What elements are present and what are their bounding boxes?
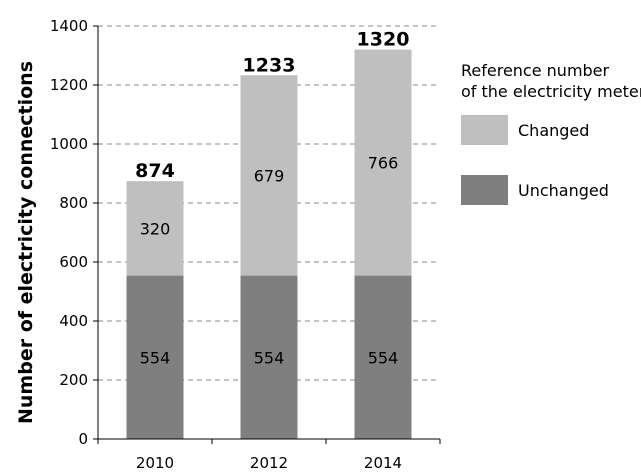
y-tick-label: 200 bbox=[59, 371, 88, 389]
bar-segment-changed-2010 bbox=[126, 181, 184, 276]
y-tick-label: 0 bbox=[78, 430, 88, 448]
data-label-unchanged-2010: 554 bbox=[140, 348, 171, 367]
data-labels: 554 320 874 554 679 1233 554 766 1320 bbox=[135, 29, 409, 368]
legend-label-unchanged: Unchanged bbox=[518, 181, 609, 200]
y-tick-labels: 0 200 400 600 800 1000 1200 1400 bbox=[50, 17, 88, 448]
legend: Reference number of the electricity mete… bbox=[461, 61, 641, 205]
bar-segment-changed-2012 bbox=[240, 75, 298, 276]
data-label-unchanged-2014: 554 bbox=[368, 348, 399, 367]
legend-title-line-1: Reference number bbox=[461, 61, 610, 80]
y-tick-label: 1000 bbox=[50, 135, 88, 153]
legend-items: Changed Unchanged bbox=[461, 115, 609, 205]
y-tick-label: 600 bbox=[59, 253, 88, 271]
x-tick-label-2010: 2010 bbox=[136, 454, 174, 472]
x-tick-label-2012: 2012 bbox=[250, 454, 288, 472]
legend-label-changed: Changed bbox=[518, 121, 589, 140]
bar-segment-changed-2014 bbox=[354, 49, 412, 276]
data-label-changed-2010: 320 bbox=[140, 219, 171, 238]
data-label-unchanged-2012: 554 bbox=[254, 348, 285, 367]
bar-segment-unchanged-2014 bbox=[354, 275, 412, 439]
legend-title-line-2: of the electricity meter bbox=[461, 82, 641, 101]
x-tick-labels: 2010 2012 2014 bbox=[136, 454, 402, 472]
data-label-changed-2012: 679 bbox=[254, 166, 285, 185]
legend-swatch-unchanged bbox=[461, 175, 508, 205]
legend-swatch-changed bbox=[461, 115, 508, 145]
total-label-2012: 1233 bbox=[243, 54, 296, 76]
y-tick-label: 1200 bbox=[50, 76, 88, 94]
total-label-2010: 874 bbox=[135, 160, 175, 182]
y-axis-label: Number of electricity connections bbox=[15, 61, 37, 424]
total-label-2014: 1320 bbox=[357, 29, 410, 51]
x-tick-label-2014: 2014 bbox=[364, 454, 402, 472]
axes bbox=[93, 25, 441, 444]
bar-segment-unchanged-2012 bbox=[240, 275, 298, 439]
y-tick-label: 800 bbox=[59, 194, 88, 212]
y-tick-label: 1400 bbox=[50, 17, 88, 35]
y-tick-label: 400 bbox=[59, 312, 88, 330]
data-label-changed-2014: 766 bbox=[368, 154, 399, 173]
bars bbox=[126, 49, 412, 439]
bar-segment-unchanged-2010 bbox=[126, 275, 184, 439]
